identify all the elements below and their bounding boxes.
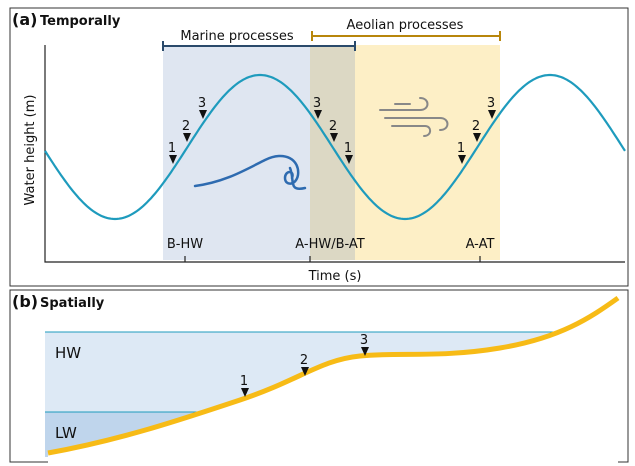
water-curve	[44, 73, 626, 221]
marker	[199, 110, 207, 119]
tick-label: B-HW	[167, 237, 203, 252]
marker	[345, 155, 353, 164]
marker	[314, 110, 322, 119]
aeolian-shade	[355, 45, 500, 260]
marker-label: 3	[198, 96, 206, 111]
level-label: HW	[55, 344, 81, 362]
x-ticks	[184, 256, 481, 262]
marker-label: 2	[182, 119, 190, 134]
marker-label: 3	[313, 96, 321, 111]
panel-title: Temporally	[40, 14, 121, 29]
marine-bracket	[162, 41, 356, 51]
marker	[183, 133, 191, 142]
axes	[44, 45, 625, 263]
marker	[169, 155, 177, 164]
marker-label: 2	[472, 119, 480, 134]
marker-label: 2	[329, 119, 337, 134]
marker-label: 1	[344, 141, 352, 156]
range-label: Marine processes	[180, 29, 293, 44]
marine-shade	[163, 45, 310, 260]
aeolian-bracket	[311, 31, 501, 41]
beach-profile	[47, 295, 620, 456]
overlap-shade	[310, 45, 355, 260]
wind-icon	[379, 97, 449, 137]
marker-label: 3	[360, 333, 368, 348]
marker-label: 1	[240, 374, 248, 389]
range-label: Aeolian processes	[347, 18, 464, 33]
marker-label: 2	[300, 353, 308, 368]
marker	[488, 110, 496, 119]
y-axis-label: Water height (m)	[23, 95, 38, 206]
wave-icon	[193, 154, 307, 191]
marker	[330, 133, 338, 142]
x-axis-label: Time (s)	[308, 269, 362, 284]
panel-label: (b)	[12, 292, 38, 311]
panel-title: Spatially	[40, 296, 105, 311]
marker	[241, 388, 249, 397]
panel-label: (a)	[12, 10, 37, 29]
marker-label: 1	[457, 141, 465, 156]
marker	[301, 367, 309, 376]
marker-label: 3	[487, 96, 495, 111]
tick-label: A-HW/B-AT	[295, 237, 365, 252]
level-label: LW	[55, 424, 77, 442]
land	[48, 298, 618, 466]
marker	[473, 133, 481, 142]
marker-label: 1	[168, 141, 176, 156]
tick-label: A-AT	[466, 237, 495, 252]
marker	[458, 155, 466, 164]
marker	[361, 347, 369, 356]
